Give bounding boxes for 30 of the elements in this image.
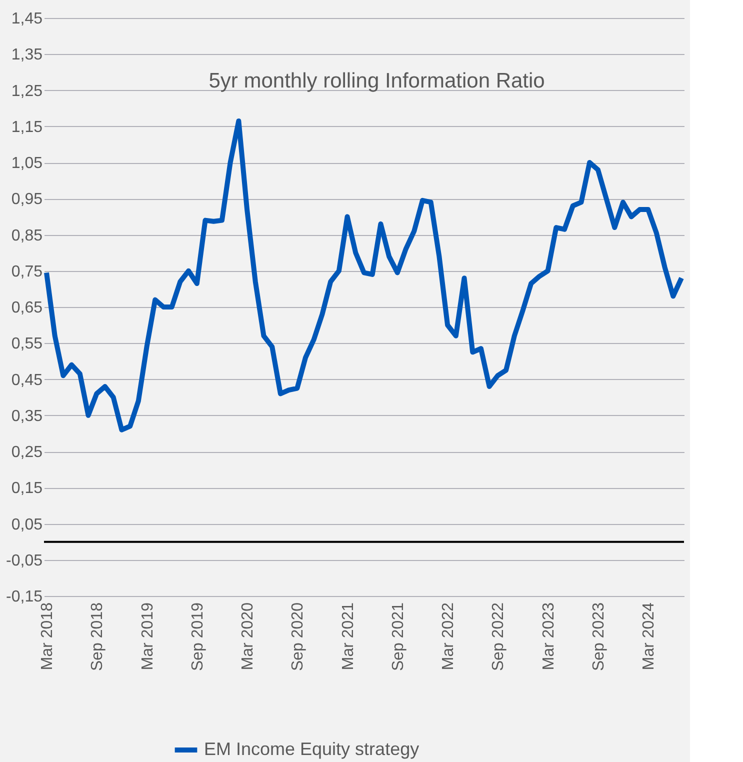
y-tick-label: 0,15 <box>11 480 43 498</box>
y-tick-label: 0,65 <box>11 300 43 316</box>
y-tick-label: 1,35 <box>11 46 43 64</box>
x-tick-label: Sep 2019 <box>189 602 206 672</box>
y-tick-label: 0,85 <box>11 227 43 244</box>
x-tick-label: Mar 2023 <box>540 602 558 670</box>
y-tick-label: 0,25 <box>11 444 43 461</box>
x-tick-label: Sep 2021 <box>390 602 407 672</box>
x-tick-label: Mar 2022 <box>440 602 458 670</box>
y-tick-label: 0,75 <box>11 263 43 280</box>
text: 5yr monthly rolling Information Ratio <box>208 70 545 93</box>
x-tick-label: Sep 2020 <box>290 602 307 672</box>
x-tick-label: Mar 2020 <box>240 602 257 670</box>
legend-label: EM Income Equity strategy <box>204 739 420 759</box>
y-tick-label: 1,15 <box>11 118 43 136</box>
y-tick-label: 1,25 <box>11 82 43 100</box>
x-tick-label: Sep 2018 <box>89 602 106 672</box>
x-tick-label: Mar 2021 <box>340 602 357 670</box>
x-tick-label: Sep 2023 <box>590 602 608 672</box>
y-tick-label: -0,05 <box>6 552 43 570</box>
y-tick-label: 0,55 <box>11 336 43 353</box>
y-tick-label: 1,05 <box>11 155 43 172</box>
y-tick-label: 0,05 <box>11 516 43 534</box>
y-tick-label: 0,95 <box>11 191 43 208</box>
x-tick-label: Sep 2022 <box>490 602 508 672</box>
y-tick-label: 0,45 <box>11 372 43 389</box>
x-tick-label: Mar 2019 <box>139 602 156 670</box>
y-tick-label: 0,35 <box>11 408 43 425</box>
x-tick-label: Mar 2024 <box>640 602 658 670</box>
y-tick-label: 1,45 <box>11 10 43 28</box>
